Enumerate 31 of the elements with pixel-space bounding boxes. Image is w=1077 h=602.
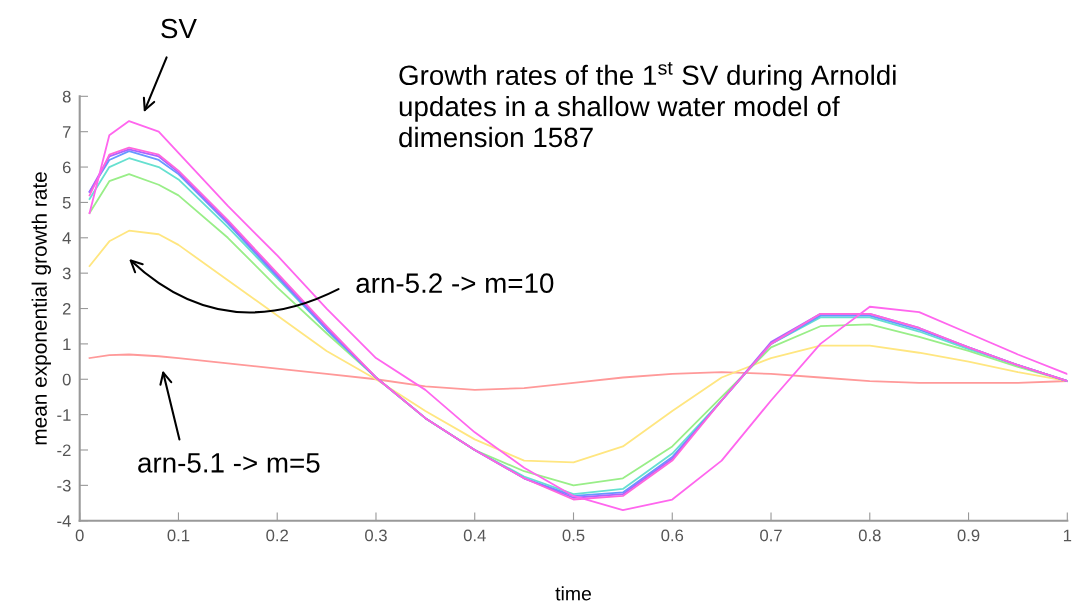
y-tick-label: 1	[63, 338, 71, 350]
x-tick-label: 0.5	[562, 529, 585, 542]
x-tick-label: 0.9	[957, 529, 980, 542]
y-tick-label: 0	[62, 373, 71, 386]
x-tick-label: 0.3	[365, 529, 387, 542]
x-axis-title: time	[555, 586, 592, 601]
y-tick-label: 7	[62, 126, 71, 138]
y-tick-label: -4	[57, 515, 71, 527]
y-tick-label: -1	[57, 409, 71, 421]
annotation: Growth rates of the 1$^{st}$ SV during Arnoldi updates in a shallow water model of dimension 1587	[399, 62, 896, 148]
x-tick-label: 0.2	[266, 529, 288, 542]
y-tick-label: -3	[57, 479, 71, 492]
y-tick-label: 3	[62, 267, 71, 280]
y-tick-label: 8	[62, 90, 71, 103]
x-tick-label: 0.7	[760, 529, 782, 542]
x-tick-label: 0	[75, 529, 84, 542]
y-tick-label: 4	[62, 232, 71, 244]
x-tick-label: 0.1	[167, 529, 190, 542]
y-tick-label: 6	[62, 161, 71, 174]
y-tick-label: 5	[62, 197, 71, 209]
annotation: arn-5.2 -> m=10	[356, 273, 554, 293]
x-tick-label: 1	[1063, 529, 1072, 542]
annotation: arn-5.1 -> m=5	[138, 453, 320, 473]
x-tick-label: 0.6	[661, 529, 684, 542]
y-tick-label: -2	[57, 444, 71, 457]
line-series	[88, 353, 1068, 391]
x-tick-label: 0.4	[463, 529, 486, 542]
y-axis-title: mean exponential growth rate	[31, 172, 51, 445]
text: SV	[161, 18, 197, 39]
x-tick-label: 0.8	[858, 529, 881, 542]
y-tick-label: 2	[62, 302, 71, 315]
